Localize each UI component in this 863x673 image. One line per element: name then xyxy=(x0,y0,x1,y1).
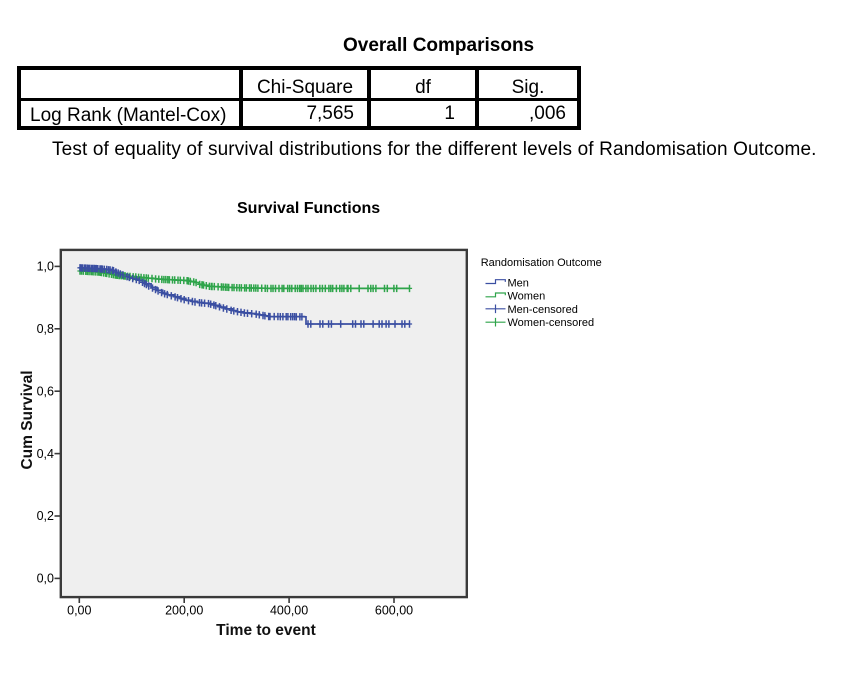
svg-text:0,4: 0,4 xyxy=(37,447,54,461)
svg-text:0,2: 0,2 xyxy=(37,509,54,523)
svg-text:Time to event: Time to event xyxy=(216,622,316,639)
svg-text:600,00: 600,00 xyxy=(375,604,413,618)
svg-text:1,0: 1,0 xyxy=(37,260,54,274)
svg-text:0,00: 0,00 xyxy=(67,604,91,618)
svg-text:Women-censored: Women-censored xyxy=(508,317,595,329)
svg-text:Men-censored: Men-censored xyxy=(508,304,578,316)
svg-text:200,00: 200,00 xyxy=(165,604,203,618)
svg-text:0,0: 0,0 xyxy=(37,572,54,586)
svg-text:400,00: 400,00 xyxy=(270,604,308,618)
svg-text:Cum Survival: Cum Survival xyxy=(19,370,36,469)
svg-text:Randomisation Outcome: Randomisation Outcome xyxy=(481,257,602,269)
svg-text:0,6: 0,6 xyxy=(37,384,54,398)
svg-text:Men: Men xyxy=(508,277,529,289)
svg-text:Women: Women xyxy=(508,291,546,303)
svg-text:0,8: 0,8 xyxy=(37,322,54,336)
